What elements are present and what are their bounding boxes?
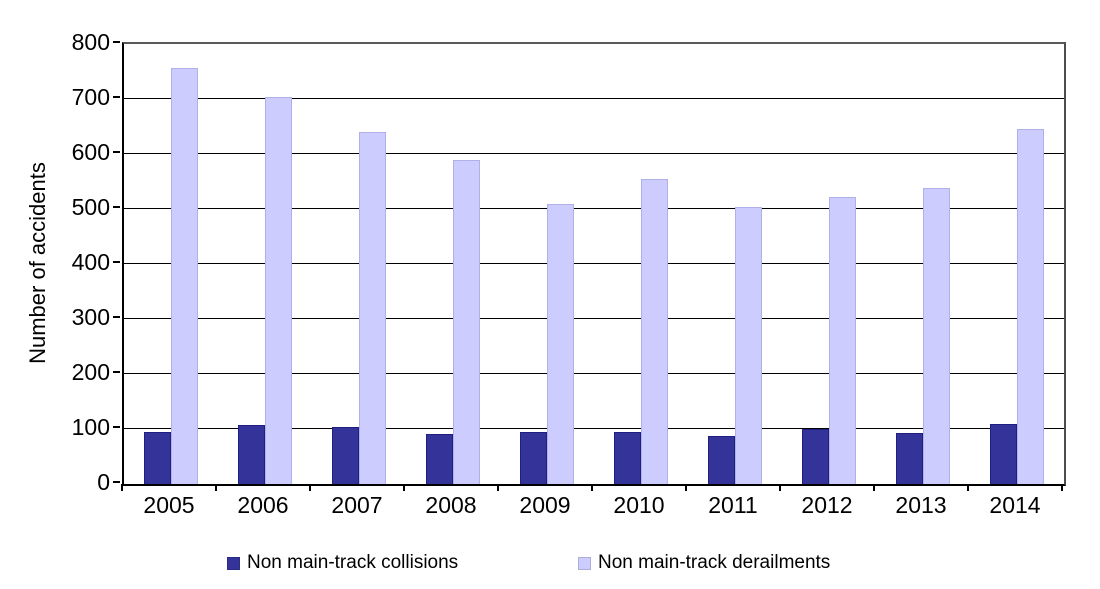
bar-non-main-track-derailments-2010 <box>641 178 668 484</box>
gridline-500 <box>124 208 1064 209</box>
y-tick-mark-500 <box>113 206 120 208</box>
x-tick-label-2008: 2008 <box>425 492 477 518</box>
x-tick-label-2010: 2010 <box>613 492 665 518</box>
bar-non-main-track-derailments-2007 <box>359 132 386 484</box>
gridline-200 <box>124 373 1064 374</box>
legend-swatch-derailments-icon <box>578 556 591 570</box>
bar-non-main-track-derailments-2012 <box>829 197 856 484</box>
x-tick-mark-4 <box>497 484 499 491</box>
x-tick-mark-9 <box>967 484 969 491</box>
y-tick-mark-600 <box>113 151 120 153</box>
gridline-400 <box>124 263 1064 264</box>
x-tick-label-2012: 2012 <box>801 492 853 518</box>
x-tick-label-2014: 2014 <box>989 492 1041 518</box>
y-tick-label-300: 300 <box>71 304 110 330</box>
bar-group-2008 <box>406 44 500 484</box>
x-tick-mark-10 <box>1061 484 1063 491</box>
bar-group-2013 <box>876 44 970 484</box>
bar-non-main-track-derailments-2005 <box>171 67 198 484</box>
bar-group-2011 <box>688 44 782 484</box>
bar-non-main-track-collisions-2006 <box>238 425 265 484</box>
legend-label-collisions: Non main-track collisions <box>247 552 459 573</box>
x-tick-mark-5 <box>591 484 593 491</box>
x-tick-label-2009: 2009 <box>519 492 571 518</box>
y-tick-mark-100 <box>113 426 120 428</box>
bar-group-2012 <box>782 44 876 484</box>
gridline-100 <box>124 428 1064 429</box>
x-tick-label-2005: 2005 <box>143 492 195 518</box>
bar-non-main-track-derailments-2013 <box>923 188 950 484</box>
gridline-300 <box>124 318 1064 319</box>
bar-group-2014 <box>970 44 1064 484</box>
y-tick-mark-0 <box>113 481 120 483</box>
bar-group-2007 <box>312 44 406 484</box>
bar-non-main-track-collisions-2014 <box>990 423 1017 484</box>
y-tick-mark-800 <box>113 41 120 43</box>
bar-non-main-track-derailments-2009 <box>547 203 574 484</box>
gridline-700 <box>124 98 1064 99</box>
y-tick-label-100: 100 <box>71 414 110 440</box>
x-tick-mark-2 <box>309 484 311 491</box>
x-tick-mark-1 <box>215 484 217 491</box>
x-tick-mark-8 <box>873 484 875 491</box>
legend-item-collisions: Non main-track collisions <box>227 550 458 576</box>
y-tick-mark-700 <box>113 96 120 98</box>
bar-non-main-track-derailments-2011 <box>735 207 762 484</box>
bar-non-main-track-collisions-2007 <box>332 427 359 484</box>
y-tick-label-200: 200 <box>71 359 110 385</box>
x-tick-mark-6 <box>685 484 687 491</box>
bar-non-main-track-collisions-2008 <box>426 433 453 484</box>
bar-non-main-track-collisions-2012 <box>802 429 829 484</box>
bar-group-2009 <box>500 44 594 484</box>
y-tick-mark-200 <box>113 371 120 373</box>
bar-non-main-track-collisions-2011 <box>708 436 735 484</box>
bar-non-main-track-collisions-2010 <box>614 432 641 484</box>
y-tick-label-600: 600 <box>71 139 110 165</box>
bar-non-main-track-derailments-2014 <box>1017 129 1044 484</box>
x-tick-mark-0 <box>121 484 123 491</box>
x-tick-label-2011: 2011 <box>708 492 758 518</box>
bar-non-main-track-collisions-2013 <box>896 433 923 484</box>
bars-layer <box>124 44 1064 484</box>
x-tick-mark-7 <box>779 484 781 491</box>
bar-group-2005 <box>124 44 218 484</box>
bar-group-2006 <box>218 44 312 484</box>
bar-non-main-track-collisions-2009 <box>520 432 547 484</box>
legend-swatch-collisions-icon <box>227 556 240 570</box>
plot-area <box>122 42 1066 486</box>
x-tick-mark-3 <box>403 484 405 491</box>
x-tick-label-2006: 2006 <box>237 492 289 518</box>
y-tick-label-700: 700 <box>71 84 110 110</box>
bar-non-main-track-derailments-2006 <box>265 97 292 484</box>
x-tick-label-2013: 2013 <box>895 492 947 518</box>
y-tick-label-400: 400 <box>71 249 110 275</box>
bar-group-2010 <box>594 44 688 484</box>
y-tick-mark-400 <box>113 261 120 263</box>
y-tick-label-800: 800 <box>71 29 110 55</box>
y-tick-mark-300 <box>113 316 120 318</box>
legend-item-derailments: Non main-track derailments <box>578 550 830 576</box>
x-tick-label-2007: 2007 <box>331 492 383 518</box>
gridline-600 <box>124 153 1064 154</box>
bar-non-main-track-derailments-2008 <box>453 159 480 484</box>
bar-non-main-track-collisions-2005 <box>144 431 171 484</box>
y-tick-label-500: 500 <box>71 194 110 220</box>
legend-label-derailments: Non main-track derailments <box>598 552 831 573</box>
y-tick-label-0: 0 <box>97 469 110 495</box>
